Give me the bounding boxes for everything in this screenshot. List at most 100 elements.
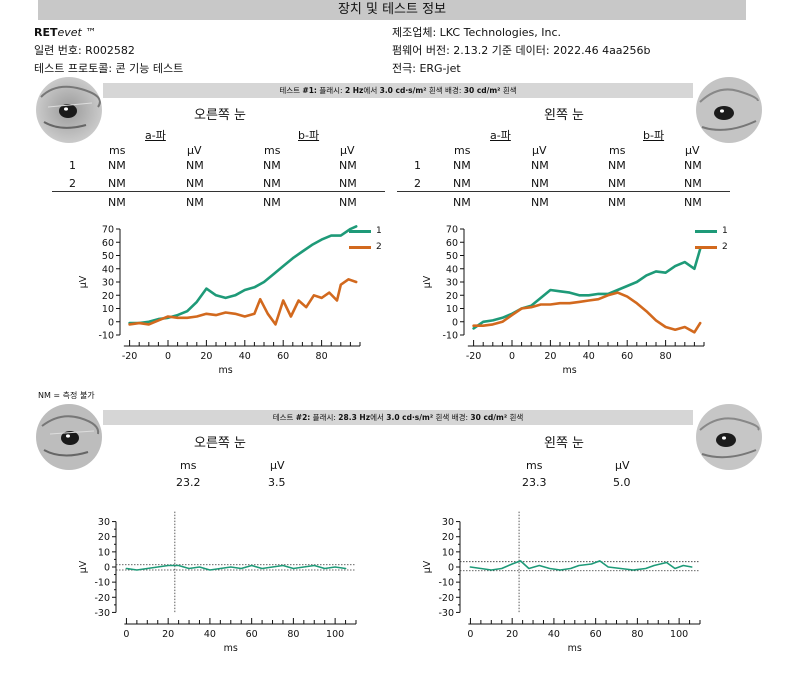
table-cell: NM bbox=[684, 159, 702, 172]
x-tick-label: 20 bbox=[162, 629, 174, 640]
electrode: 전극: ERG-jet bbox=[392, 62, 461, 75]
test2-right-chart: -30 -20 -10 0 10 20 30 μV 0 20 40 60 80 100 ms bbox=[70, 502, 370, 670]
table-cell: NM bbox=[531, 177, 549, 190]
col-uv: μV bbox=[187, 144, 202, 157]
row-label: 1 bbox=[414, 159, 421, 172]
x-tick-label: -20 bbox=[122, 351, 138, 362]
y-tick-label: 40 bbox=[102, 264, 114, 275]
x-tick-label: 20 bbox=[200, 351, 212, 362]
row-label: 2 bbox=[69, 177, 76, 190]
y-tick-label: 20 bbox=[446, 291, 458, 302]
table-cell: NM bbox=[453, 159, 471, 172]
table-cell: NM bbox=[531, 196, 549, 209]
x-tick-label: 80 bbox=[287, 629, 299, 640]
y-tick-label: 10 bbox=[442, 547, 454, 558]
left-eye-photo bbox=[696, 77, 762, 143]
y-tick-label: 0 bbox=[448, 563, 454, 574]
series-line-1 bbox=[125, 564, 347, 571]
test2-info-bar: 테스트 #2: 플래시: 28.3 Hz에서 3.0 cd·s/m² 흰색 배경… bbox=[103, 410, 693, 425]
table-cell: NM bbox=[453, 177, 471, 190]
y-tick-label: -10 bbox=[98, 331, 114, 342]
y-tick-label: 0 bbox=[452, 317, 458, 328]
x-tick-label: 0 bbox=[467, 629, 473, 640]
table-cell: NM bbox=[263, 196, 281, 209]
col-ms: ms bbox=[180, 459, 197, 472]
col-uv: μV bbox=[615, 459, 630, 472]
table-cell: NM bbox=[608, 196, 626, 209]
y-tick-label: 40 bbox=[446, 264, 458, 275]
col-uv: μV bbox=[340, 144, 355, 157]
y-tick-label: 10 bbox=[98, 547, 110, 558]
table-cell: NM bbox=[108, 177, 126, 190]
right-eye-photo bbox=[36, 77, 102, 143]
left-eye-uv-value: 5.0 bbox=[613, 476, 631, 489]
table-cell: NM bbox=[684, 196, 702, 209]
series-line-2 bbox=[472, 291, 702, 334]
table-cell: NM bbox=[339, 177, 357, 190]
x-tick-label: 20 bbox=[506, 629, 518, 640]
y-axis-label: μV bbox=[78, 560, 89, 573]
serial-number: 일련 번호: R002582 bbox=[34, 44, 135, 57]
test2-left-chart: -30 -20 -10 0 10 20 30 μV 0 20 40 60 80 100 ms bbox=[414, 502, 714, 670]
manufacturer: 제조업체: LKC Technologies, Inc. bbox=[392, 26, 562, 39]
table-cell: NM bbox=[263, 159, 281, 172]
y-tick-label: -10 bbox=[438, 578, 454, 589]
series-line-1 bbox=[469, 560, 693, 571]
test1-left-chart: -10 0 10 20 30 40 50 60 70 μV -20 0 20 40 60 80 ms bbox=[414, 222, 714, 390]
x-tick-label: 80 bbox=[660, 351, 672, 362]
left-eye-ms-value: 23.3 bbox=[522, 476, 547, 489]
test1-right-eye-title: 오른쪽 눈 bbox=[194, 108, 246, 123]
y-tick-label: 30 bbox=[102, 278, 114, 289]
col-uv: μV bbox=[270, 459, 285, 472]
x-tick-label: 80 bbox=[631, 629, 643, 640]
y-tick-label: -10 bbox=[442, 331, 458, 342]
series-line-1 bbox=[472, 247, 702, 330]
y-axis-label: μV bbox=[422, 275, 433, 288]
device-name: RETevet ™ bbox=[34, 26, 97, 39]
y-tick-label: -20 bbox=[94, 593, 110, 604]
divider bbox=[397, 191, 730, 192]
y-tick-label: -30 bbox=[94, 608, 110, 619]
table-cell: NM bbox=[263, 177, 281, 190]
x-tick-label: 20 bbox=[544, 351, 556, 362]
legend-swatch-1 bbox=[349, 230, 371, 233]
table-cell: NM bbox=[108, 196, 126, 209]
col-ms: ms bbox=[526, 459, 543, 472]
x-tick-label: 40 bbox=[548, 629, 560, 640]
legend-label-1: 1 bbox=[722, 226, 728, 236]
y-tick-label: 10 bbox=[446, 304, 458, 315]
test2-left-eye-title: 왼쪽 눈 bbox=[543, 436, 584, 451]
x-axis-label: ms bbox=[218, 365, 232, 376]
row-label: 1 bbox=[69, 159, 76, 172]
x-tick-label: -20 bbox=[466, 351, 482, 362]
y-tick-label: 0 bbox=[108, 317, 114, 328]
x-axis-label: ms bbox=[568, 643, 582, 654]
table-cell: NM bbox=[531, 159, 549, 172]
y-tick-label: 30 bbox=[442, 517, 454, 528]
left-eye-photo bbox=[696, 404, 762, 470]
y-tick-label: 50 bbox=[102, 251, 114, 262]
legend-swatch-2 bbox=[695, 246, 717, 249]
right-eye-uv-value: 3.5 bbox=[268, 476, 286, 489]
x-tick-label: 60 bbox=[590, 629, 602, 640]
test2-right-eye-title: 오른쪽 눈 bbox=[194, 436, 246, 451]
legend-label-2: 2 bbox=[376, 242, 382, 252]
x-tick-label: 40 bbox=[204, 629, 216, 640]
series-line-1 bbox=[128, 225, 358, 325]
bwave-header: b-파 bbox=[643, 129, 665, 142]
right-eye-photo bbox=[36, 404, 102, 470]
table-cell: NM bbox=[684, 177, 702, 190]
test1-left-eye-title: 왼쪽 눈 bbox=[543, 108, 584, 123]
y-tick-label: 10 bbox=[102, 304, 114, 315]
x-tick-label: 40 bbox=[239, 351, 251, 362]
x-tick-label: 100 bbox=[670, 629, 688, 640]
awave-header: a-파 bbox=[145, 129, 166, 142]
x-tick-label: 0 bbox=[509, 351, 515, 362]
legend-swatch-2 bbox=[349, 246, 371, 249]
y-tick-label: 20 bbox=[102, 291, 114, 302]
x-tick-label: 60 bbox=[277, 351, 289, 362]
col-ms: ms bbox=[109, 144, 126, 157]
table-cell: NM bbox=[339, 159, 357, 172]
y-tick-label: 0 bbox=[104, 563, 110, 574]
y-tick-label: 50 bbox=[446, 251, 458, 262]
